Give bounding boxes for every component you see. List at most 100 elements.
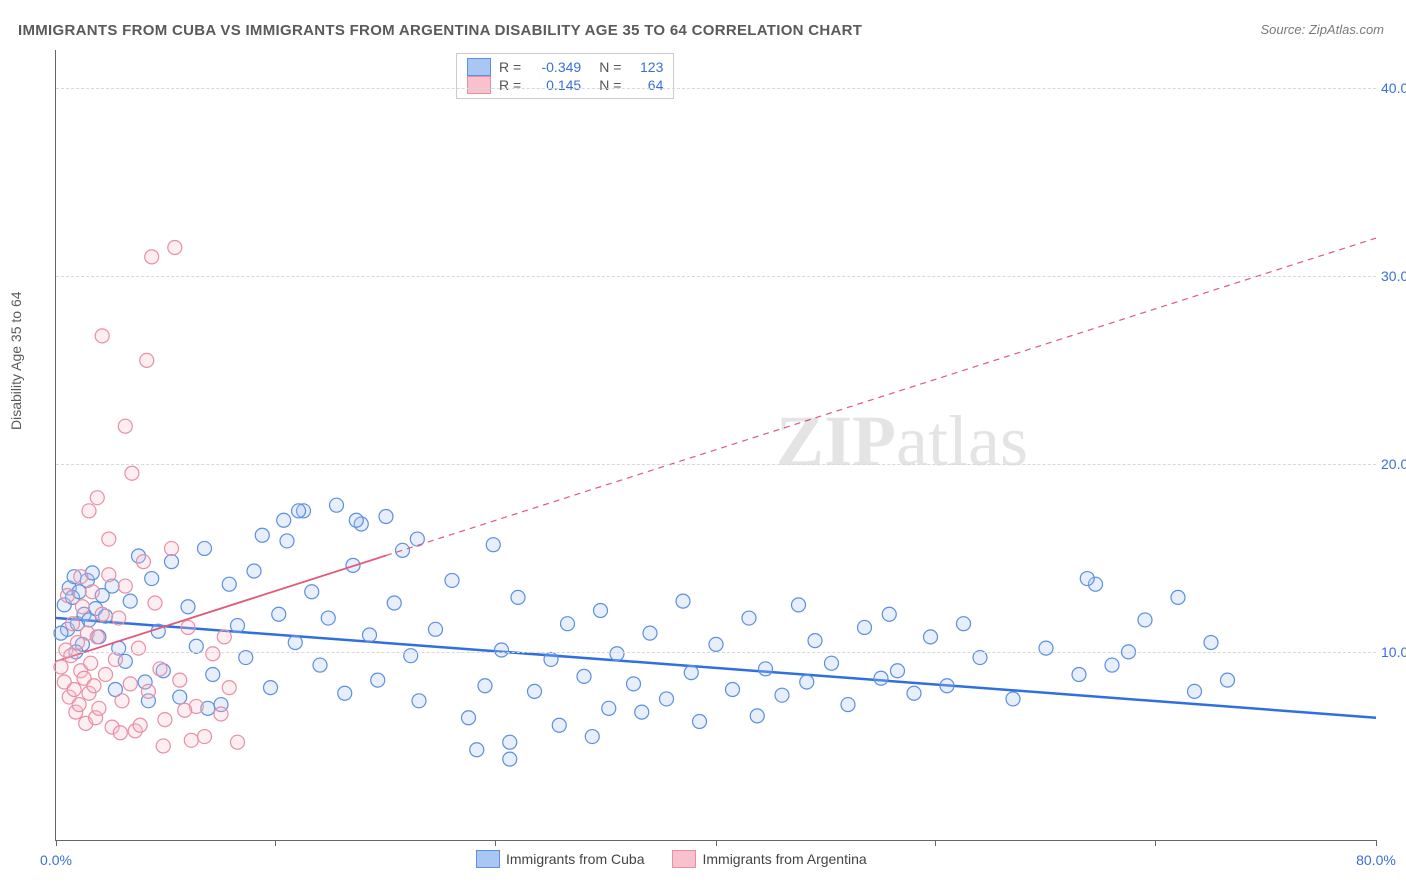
- data-point: [412, 694, 426, 708]
- data-point: [264, 681, 278, 695]
- data-point: [214, 707, 228, 721]
- data-point: [95, 607, 109, 621]
- chart-title: IMMIGRANTS FROM CUBA VS IMMIGRANTS FROM …: [18, 22, 862, 39]
- data-point: [145, 250, 159, 264]
- data-point: [775, 688, 789, 702]
- data-point: [64, 649, 78, 663]
- data-point: [445, 573, 459, 587]
- data-point: [503, 735, 517, 749]
- data-point: [643, 626, 657, 640]
- data-point: [61, 588, 75, 602]
- y-tick-label: 10.0%: [1381, 644, 1406, 660]
- data-point: [742, 611, 756, 625]
- y-tick-label: 40.0%: [1381, 80, 1406, 96]
- data-point: [1039, 641, 1053, 655]
- data-point: [102, 568, 116, 582]
- trend-line: [56, 618, 1376, 718]
- legend-item: Immigrants from Cuba: [476, 850, 644, 868]
- x-tick: [495, 840, 496, 846]
- data-point: [113, 726, 127, 740]
- gridline: [56, 88, 1376, 89]
- data-point: [292, 504, 306, 518]
- data-point: [95, 329, 109, 343]
- data-point: [145, 572, 159, 586]
- data-point: [153, 662, 167, 676]
- data-point: [726, 683, 740, 697]
- data-point: [957, 617, 971, 631]
- data-point: [684, 666, 698, 680]
- data-point: [184, 733, 198, 747]
- data-point: [602, 701, 616, 715]
- data-point: [66, 617, 80, 631]
- data-point: [635, 705, 649, 719]
- data-point: [82, 504, 96, 518]
- data-point: [907, 686, 921, 700]
- data-point: [462, 711, 476, 725]
- data-point: [222, 681, 236, 695]
- data-point: [231, 619, 245, 633]
- data-point: [371, 673, 385, 687]
- data-point: [217, 630, 231, 644]
- legend-swatch: [672, 850, 696, 868]
- data-point: [363, 628, 377, 642]
- data-point: [90, 491, 104, 505]
- data-point: [123, 677, 137, 691]
- data-point: [84, 656, 98, 670]
- data-point: [206, 667, 220, 681]
- data-point: [858, 620, 872, 634]
- data-point: [1138, 613, 1152, 627]
- data-point: [330, 498, 344, 512]
- data-point: [1221, 673, 1235, 687]
- legend-swatch: [467, 58, 491, 76]
- data-point: [198, 541, 212, 555]
- data-point: [610, 647, 624, 661]
- data-point: [136, 555, 150, 569]
- data-point: [173, 673, 187, 687]
- source-label: Source: ZipAtlas.com: [1260, 22, 1384, 37]
- data-point: [1072, 667, 1086, 681]
- data-point: [321, 611, 335, 625]
- data-point: [87, 679, 101, 693]
- legend-row: R =-0.349N =123: [467, 58, 663, 76]
- data-point: [54, 626, 68, 640]
- data-point: [387, 596, 401, 610]
- data-point: [90, 630, 104, 644]
- data-point: [75, 600, 89, 614]
- data-point: [222, 577, 236, 591]
- data-point: [277, 513, 291, 527]
- data-point: [178, 703, 192, 717]
- data-point: [349, 513, 363, 527]
- data-point: [85, 585, 99, 599]
- x-tick: [1155, 840, 1156, 846]
- data-point: [67, 683, 81, 697]
- legend-swatch: [476, 850, 500, 868]
- data-point: [577, 669, 591, 683]
- data-point: [72, 698, 86, 712]
- data-point: [627, 677, 641, 691]
- data-point: [396, 543, 410, 557]
- legend-item: Immigrants from Argentina: [672, 850, 866, 868]
- data-point: [379, 509, 393, 523]
- data-point: [132, 641, 146, 655]
- data-point: [891, 664, 905, 678]
- data-point: [206, 647, 220, 661]
- data-point: [709, 637, 723, 651]
- data-point: [503, 752, 517, 766]
- data-point: [552, 718, 566, 732]
- data-point: [272, 607, 286, 621]
- data-point: [158, 713, 172, 727]
- trend-line-dashed: [386, 238, 1376, 555]
- data-point: [1171, 590, 1185, 604]
- data-point: [594, 604, 608, 618]
- data-point: [1188, 684, 1202, 698]
- data-point: [305, 585, 319, 599]
- chart-svg: [56, 50, 1376, 840]
- data-point: [800, 675, 814, 689]
- data-point: [255, 528, 269, 542]
- data-point: [118, 579, 132, 593]
- data-point: [118, 419, 132, 433]
- data-point: [1080, 572, 1094, 586]
- legend-label: Immigrants from Argentina: [702, 851, 866, 867]
- data-point: [478, 679, 492, 693]
- data-point: [54, 660, 68, 674]
